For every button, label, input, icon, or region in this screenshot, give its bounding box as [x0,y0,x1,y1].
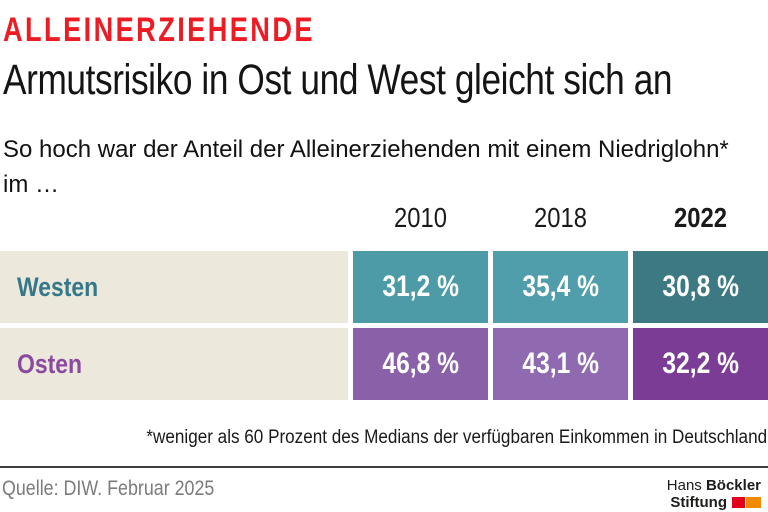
row-label-westen: Westen [0,251,348,323]
row-label-osten: Osten [0,328,348,400]
cell-westen-2018-value: 35,4 % [522,270,599,303]
cell-osten-2018-value: 43,1 % [522,347,599,380]
divider [0,466,768,468]
cell-westen-2010: 31,2 % [353,251,488,323]
column-header-2022: 2022 [674,202,727,233]
kicker: ALLEINERZIEHENDE [3,11,315,49]
column-header-2010: 2010 [394,202,447,233]
table-column-headers: 2010 2018 2022 [0,202,768,234]
row-label-osten-text: Osten [17,348,83,379]
page-title: Armutsrisiko in Ost und West gleicht sic… [3,56,673,104]
data-table: Westen 31,2 % 35,4 % 30,8 % Osten 46,8 %… [0,251,768,400]
cell-westen-2022-value: 30,8 % [662,270,739,303]
logo-orange-square [746,497,761,508]
footnote: *weniger als 60 Prozent des Medians der … [146,427,768,448]
logo-hans-text: Hans [666,477,702,494]
cell-westen-2022: 30,8 % [633,251,768,323]
cell-westen-2018: 35,4 % [493,251,628,323]
logo-line-2: Stiftung [667,494,761,511]
cell-osten-2010: 46,8 % [353,328,488,400]
logo-boeckler-text: Böckler [705,477,761,494]
row-label-westen-text: Westen [17,271,99,302]
hans-boeckler-stiftung-logo: Hans Böckler Stiftung [667,477,761,511]
logo-red-square [732,497,745,508]
cell-osten-2010-value: 46,8 % [382,347,459,380]
column-header-2018: 2018 [534,202,587,233]
source-text: Quelle: DIW. Februar 2025 [2,477,215,500]
footer: Quelle: DIW. Februar 2025 Hans Böckler S… [0,477,768,511]
logo-line-1: Hans Böckler [667,477,761,494]
cell-westen-2010-value: 31,2 % [382,270,459,303]
subtitle: So hoch war der Anteil der Alleinerziehe… [3,136,729,198]
cell-osten-2022-value: 32,2 % [662,347,739,380]
cell-osten-2018: 43,1 % [493,328,628,400]
table-corner-spacer [0,202,348,234]
logo-stiftung-text: Stiftung [670,494,727,511]
cell-osten-2022: 32,2 % [633,328,768,400]
